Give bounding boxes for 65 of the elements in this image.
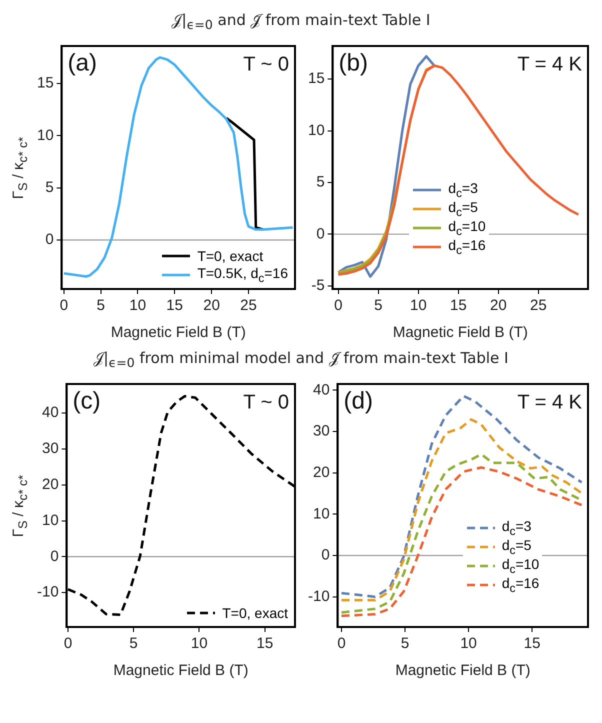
x-tick-label: 15	[256, 635, 274, 652]
x-tick-label: 5	[96, 297, 105, 314]
annotation: T = 4 K	[517, 54, 583, 76]
y-tick-label: 40	[42, 404, 59, 422]
legend-label: d$_{c}$=16	[502, 575, 540, 596]
legend-label: d$_{c}$=16	[448, 237, 486, 258]
legend-label: d$_{c}$=3	[502, 518, 532, 538]
x-tick-label: 5	[374, 297, 382, 314]
x-tick-label: 15	[166, 297, 183, 314]
y-tick-label: 30	[312, 422, 330, 440]
legend-label: d$_{c}$=5	[448, 199, 478, 220]
x-axis-title: Magnetic Field B (T)	[113, 662, 248, 680]
x-tick-label: 15	[450, 297, 467, 314]
x-tick-label: 20	[490, 297, 507, 314]
legend-label: T=0, exact	[197, 248, 264, 264]
y-tick-label: 0	[45, 231, 54, 248]
y-tick-label: 10	[36, 126, 54, 144]
y-tick-label: -5	[311, 277, 325, 294]
y-tick-label: 40	[312, 381, 330, 398]
x-axis-title: Magnetic Field B (T)	[392, 324, 528, 342]
x-tick-label: 15	[524, 635, 540, 652]
x-tick-label: 20	[203, 297, 220, 314]
x-tick-label: 25	[240, 297, 257, 314]
y-tick-label: 20	[312, 464, 330, 481]
y-tick-label: 0	[321, 546, 330, 564]
y-tick-label: 15	[308, 70, 325, 88]
legend-label: d$_{c}$=3	[448, 180, 478, 200]
y-tick-label: 15	[36, 74, 54, 92]
y-tick-label: 0	[50, 548, 59, 565]
annotation: (a)	[68, 50, 98, 77]
annotation: (d)	[344, 388, 374, 415]
legend-label: d$_{c}$=10	[502, 556, 540, 576]
x-tick-label: 0	[334, 297, 342, 314]
legend-label: d$_{c}$=5	[502, 537, 532, 558]
x-tick-label: 5	[400, 635, 410, 652]
x-tick-label: 25	[530, 297, 547, 314]
y-tick-label: 10	[312, 505, 330, 522]
x-tick-label: 10	[410, 297, 427, 314]
annotation: (c)	[72, 388, 101, 415]
annotation: T = 4 K	[517, 392, 583, 414]
legend-label: T=0.5K, d$_{c}$=16	[197, 264, 288, 284]
chart-title: 𝒥|$_{ϵ=0}$ and 𝒥̃ from main-text Table I	[170, 10, 432, 34]
annotation: T ~ 0	[243, 54, 289, 76]
chart-title: 𝒥|$_{ϵ=0}$ from minimal model and 𝒥̃ from main-text Table I	[92, 348, 510, 372]
annotation: T ~ 0	[243, 392, 289, 414]
y-tick-label: -10	[308, 588, 330, 605]
x-tick-label: 10	[460, 635, 477, 652]
annotation: (b)	[338, 50, 368, 77]
x-tick-label: 5	[129, 635, 138, 652]
x-tick-label: 10	[129, 297, 146, 314]
y-tick-label: 10	[308, 122, 325, 139]
x-tick-label: 0	[64, 635, 72, 652]
x-axis-title: Magnetic Field B (T)	[395, 662, 530, 680]
y-tick-label: 5	[316, 174, 325, 191]
y-tick-label: 20	[42, 476, 59, 493]
legend-label: d$_{c}$=10	[448, 218, 486, 238]
x-axis-title: Magnetic Field B (T)	[110, 324, 246, 342]
y-tick-label: 30	[42, 440, 59, 458]
y-tick-label: 10	[42, 512, 59, 529]
y-tick-label: 5	[45, 178, 54, 196]
legend-label: T=0, exact	[222, 604, 288, 620]
x-tick-label: 10	[190, 635, 208, 652]
y-tick-label: 0	[316, 225, 325, 242]
x-tick-label: 0	[337, 635, 346, 652]
y-tick-label: -10	[36, 584, 59, 601]
